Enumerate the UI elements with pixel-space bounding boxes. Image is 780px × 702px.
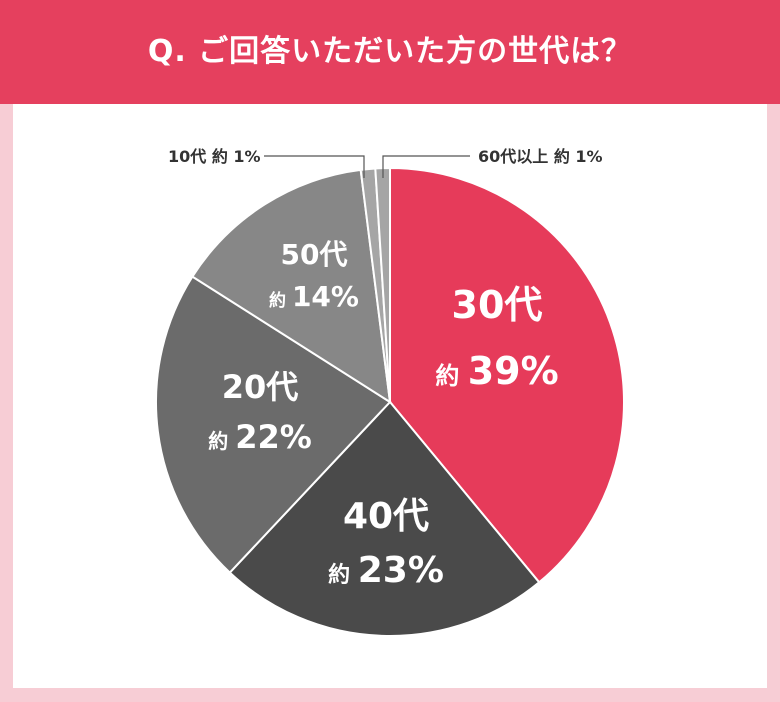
slice-value-1: 約 39% (435, 349, 558, 393)
question-header (0, 0, 780, 104)
question-title: Q. ご回答いただいた方の世代は？ (147, 34, 633, 69)
leader-line-6 (382, 155, 470, 178)
external-label-5: 10代 約 1% (168, 147, 261, 166)
slice-value-4: 約 14% (269, 280, 359, 313)
slice-label-2: 40代 (343, 496, 429, 537)
pie-slice-4 (191, 168, 392, 404)
slice-label-1: 30代 (452, 283, 543, 327)
slice-label-4: 50代 (281, 238, 348, 271)
external-label-6: 60代以上 約 1% (478, 147, 603, 166)
slice-value-2: 約 23% (328, 550, 444, 591)
pie-slice-3 (155, 275, 392, 574)
pie-slice-1 (389, 166, 625, 584)
pie-slice-2 (228, 400, 541, 637)
leader-line-5 (264, 155, 365, 178)
slice-label-3: 20代 (222, 368, 299, 406)
slice-value-3: 約 22% (208, 418, 312, 456)
